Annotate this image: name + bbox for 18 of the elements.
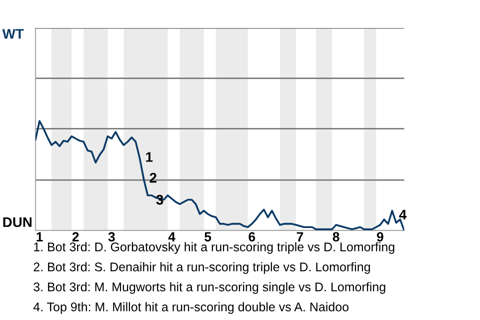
- x-tick-label: 6: [248, 232, 256, 242]
- x-tick-label: 5: [204, 232, 212, 242]
- text: 2. Bot 3rd: S. Denaihir hit a run-scoring triple vs D. Lomorfing: [34, 262, 370, 274]
- x-tick-label: 8: [332, 232, 340, 242]
- annotation: 2: [150, 172, 156, 183]
- x-tick-label: 4: [168, 232, 176, 242]
- x-tick-label: 2: [72, 232, 79, 242]
- text: WT: [2, 29, 24, 39]
- x-tick-label: 1: [36, 232, 43, 242]
- annotation: 1: [146, 152, 153, 162]
- text: DUN: [3, 217, 32, 228]
- text: 1. Bot 3rd: D. Gorbatovsky hit a run-scoring triple vs D. Lomorfing: [34, 242, 394, 254]
- text: 4. Top 9th: M. Millot hit a run-scoring double vs A. Naidoo: [33, 302, 349, 314]
- text: 3. Bot 3rd: M. Mugworts hit a run-scoring single vs D. Lomorfing: [34, 282, 386, 294]
- x-tick-label: 9: [376, 232, 384, 242]
- x-tick-label: 3: [108, 232, 115, 242]
- x-tick-label: 7: [296, 232, 304, 242]
- annotation: 4: [399, 210, 407, 220]
